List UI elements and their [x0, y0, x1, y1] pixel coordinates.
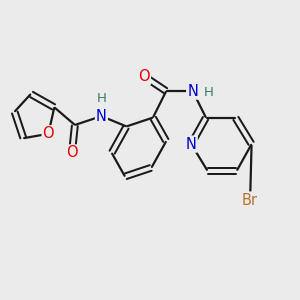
Text: H: H — [204, 86, 214, 99]
Text: O: O — [66, 146, 78, 160]
Text: O: O — [138, 69, 150, 84]
Text: H: H — [97, 92, 106, 105]
Text: N: N — [187, 84, 198, 99]
Text: N: N — [186, 136, 197, 152]
Text: N: N — [96, 109, 107, 124]
Text: Br: Br — [242, 193, 258, 208]
Text: O: O — [43, 126, 54, 141]
